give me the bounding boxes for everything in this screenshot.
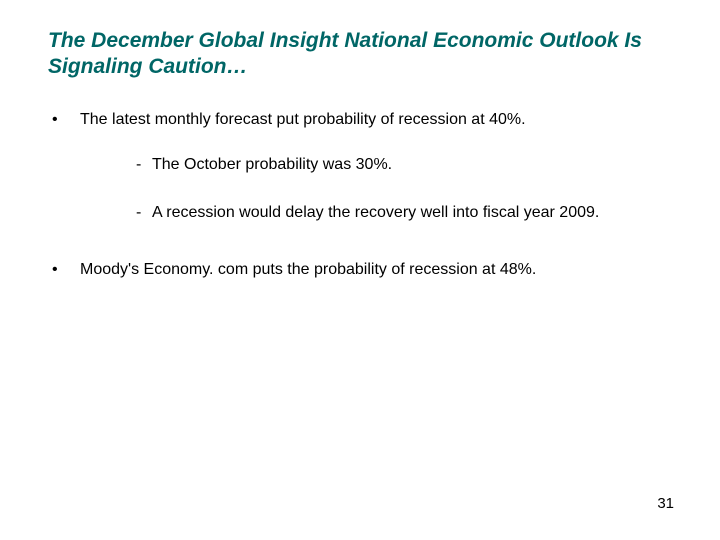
- bullet-list: The latest monthly forecast put probabil…: [48, 109, 672, 281]
- bullet-text: Moody's Economy. com puts the probabilit…: [80, 261, 536, 278]
- sub-bullet-list: The October probability was 30%. A reces…: [80, 154, 672, 223]
- slide-title: The December Global Insight National Eco…: [48, 28, 672, 81]
- bullet-text: The latest monthly forecast put probabil…: [80, 111, 526, 128]
- list-item: The latest monthly forecast put probabil…: [48, 109, 672, 224]
- list-item: A recession would delay the recovery wel…: [80, 202, 672, 224]
- slide: The December Global Insight National Eco…: [0, 0, 720, 540]
- list-item: Moody's Economy. com puts the probabilit…: [48, 259, 672, 281]
- sub-bullet-text: A recession would delay the recovery wel…: [152, 204, 599, 221]
- page-number: 31: [657, 495, 674, 512]
- list-item: The October probability was 30%.: [80, 154, 672, 176]
- sub-bullet-text: The October probability was 30%.: [152, 156, 392, 173]
